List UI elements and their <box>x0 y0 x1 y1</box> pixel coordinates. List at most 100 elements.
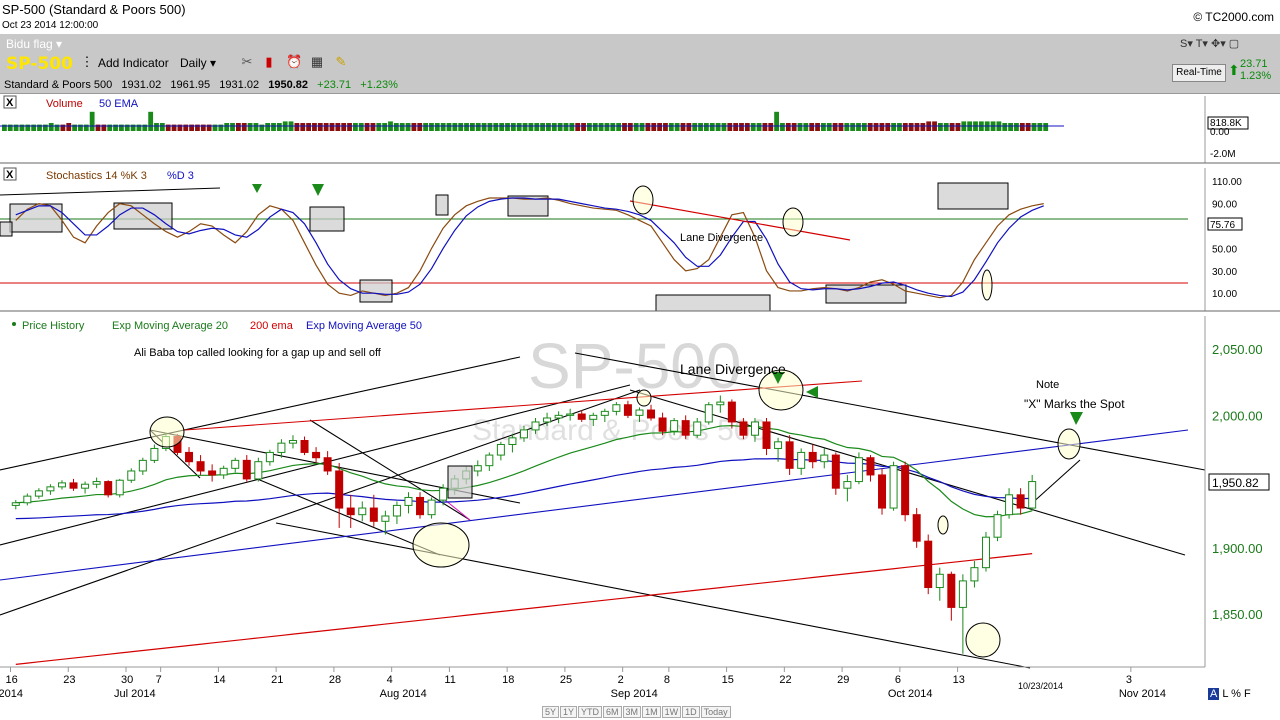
range-ytd[interactable]: YTD <box>578 706 603 718</box>
range-today[interactable]: Today <box>700 706 731 718</box>
legend-item: Price History <box>22 320 85 332</box>
scissors-icon[interactable]: ✂ <box>241 54 253 69</box>
timeframe-dropdown[interactable]: Daily ▾ <box>180 56 217 70</box>
stoch-circle[interactable] <box>632 185 654 215</box>
timeframe-label: Daily <box>180 56 207 70</box>
candle-body <box>1005 494 1014 516</box>
volume-bar <box>329 123 335 131</box>
range-1w[interactable]: 1W <box>661 706 682 718</box>
copyright-link[interactable]: © TC2000.com <box>1193 10 1274 24</box>
realtime-button[interactable]: Real-Time <box>1172 64 1226 82</box>
volume-bar <box>206 124 212 131</box>
volume-bar <box>897 123 902 131</box>
price-annotation-box[interactable] <box>447 465 473 499</box>
range-5y[interactable]: 5Y <box>542 706 560 718</box>
price-circle[interactable] <box>1057 428 1081 460</box>
volume-bar <box>136 124 142 131</box>
trendline <box>254 477 441 556</box>
volume-bar <box>417 123 423 131</box>
flag-dropdown[interactable]: Bidu flag ▾ <box>6 37 63 51</box>
price-circle[interactable] <box>149 416 185 448</box>
x-month-label: 2014 <box>0 688 23 700</box>
note-icon[interactable]: ✎ <box>335 54 347 69</box>
grip-icon[interactable]: ⋮ <box>80 54 94 69</box>
bar-chart-icon[interactable]: ▮ <box>265 54 273 69</box>
stoch-lane-divergence-label: Lane Divergence <box>680 232 763 244</box>
candle-body <box>727 401 736 423</box>
candle-body <box>785 441 794 469</box>
candle-body <box>866 457 875 476</box>
volume-bar <box>487 123 493 131</box>
legend-item: 200 ema <box>250 320 294 332</box>
volume-bar <box>25 124 31 131</box>
candle-body <box>81 483 90 489</box>
volume-bar <box>1025 123 1031 131</box>
range-1d[interactable]: 1D <box>682 706 700 718</box>
range-1y[interactable]: 1Y <box>560 706 578 718</box>
volume-close-button[interactable] <box>3 95 17 109</box>
candle-body <box>208 470 217 476</box>
volume-bar <box>335 123 341 131</box>
volume-bar <box>183 124 189 131</box>
volume-bar <box>364 123 370 131</box>
price-circle[interactable] <box>937 515 949 535</box>
x-tick-label: 15 <box>722 674 734 686</box>
volume-bar <box>540 123 545 131</box>
range-6m[interactable]: 6M <box>603 706 622 718</box>
range-1m[interactable]: 1M <box>642 706 661 718</box>
volume-bar <box>481 123 487 131</box>
volume-bar <box>680 123 686 131</box>
stoch-divergence-line[interactable] <box>629 200 851 241</box>
price-circle[interactable] <box>758 369 804 411</box>
candle-body <box>404 496 413 506</box>
add-indicator-button[interactable]: Add Indicator <box>98 56 169 70</box>
candle-body <box>196 461 205 472</box>
volume-bar <box>651 123 657 131</box>
price-pane: SP-500 Standard & Poors 500 Price Histor… <box>0 316 1270 700</box>
quote-name: Standard & Poors 500 <box>4 79 113 91</box>
stoch-current-value: 75.76 <box>1210 220 1235 231</box>
stoch-tick-label: 50.00 <box>1212 244 1237 255</box>
volume-bar <box>557 123 563 131</box>
volume-bar <box>259 124 265 131</box>
stoch-circle[interactable] <box>981 269 993 301</box>
volume-bar <box>1037 123 1043 131</box>
auto-scale-button[interactable]: A <box>1208 688 1220 700</box>
alarm-clock-icon[interactable]: ⏰ <box>286 54 303 69</box>
quote-pct: +1.23% <box>360 79 398 91</box>
current-price-label: 1,950.82 <box>1212 476 1259 490</box>
volume-bar <box>826 123 832 131</box>
range-3m[interactable]: 3M <box>622 706 642 718</box>
candle-body <box>46 486 55 492</box>
quote-high: 1961.95 <box>170 79 211 91</box>
volume-bar <box>294 123 300 131</box>
price-circle[interactable] <box>412 522 470 568</box>
grid-icon[interactable]: ▦ <box>310 54 324 69</box>
volume-bar <box>95 124 101 131</box>
stoch-circle[interactable] <box>782 207 804 237</box>
volume-bar <box>358 123 364 131</box>
symbol-field[interactable]: SP-500 <box>6 54 73 74</box>
current-price-box <box>1208 473 1270 491</box>
axis-mode-buttons[interactable]: A L % F <box>1208 688 1251 700</box>
x-tick-label: 29 <box>837 674 849 686</box>
candle-body <box>912 514 921 542</box>
window-controls[interactable]: S▾ T▾ ✥▾ ▢ <box>1180 38 1240 50</box>
volume-bar <box>704 123 709 131</box>
candle-body <box>970 567 979 582</box>
volume-bar <box>475 123 481 131</box>
volume-bar <box>715 123 721 131</box>
volume-bar <box>686 123 692 131</box>
stoch-trendline[interactable] <box>0 187 221 196</box>
candle-body <box>600 410 609 416</box>
volume-bar <box>317 123 323 131</box>
price-legend: Price History Exp Moving Average 20 200 em… <box>12 320 422 332</box>
trendline <box>0 429 1189 581</box>
price-circle[interactable] <box>636 389 652 407</box>
candle-body <box>670 420 679 432</box>
volume-bar <box>54 124 60 131</box>
price-circle[interactable] <box>965 622 1001 658</box>
stoch-close-button[interactable] <box>3 167 17 181</box>
volume-bar <box>955 123 961 131</box>
